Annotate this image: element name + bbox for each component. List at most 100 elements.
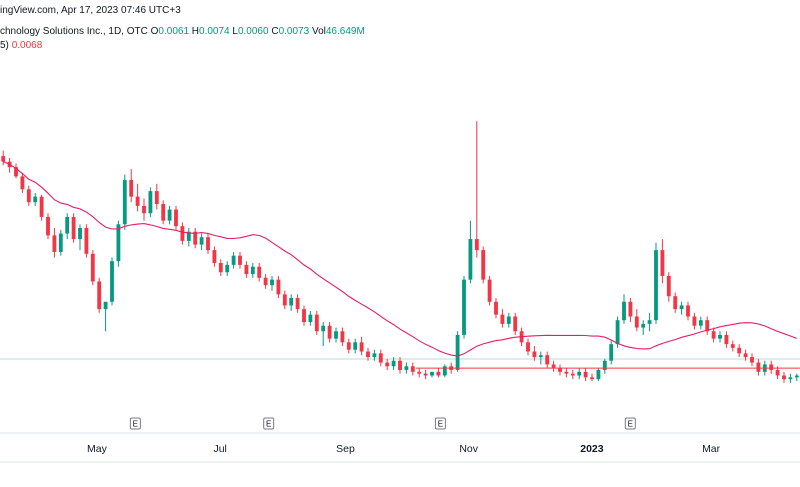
candle-body: [577, 371, 582, 376]
candle: [788, 373, 793, 383]
candle-body: [455, 334, 460, 370]
candle-body: [110, 261, 114, 302]
candle-body: [468, 239, 473, 280]
candle: [174, 205, 178, 230]
candle: [487, 275, 492, 306]
candle-body: [775, 369, 780, 376]
ma-legend-line: 5) 0.0068: [0, 40, 42, 51]
candle-body: [398, 360, 402, 370]
candle: [730, 340, 735, 352]
candle-body: [225, 264, 230, 273]
candle-body: [103, 301, 108, 310]
candle: [366, 347, 370, 361]
candle-body: [442, 366, 447, 376]
candle-body: [346, 342, 351, 350]
candle: [494, 298, 498, 319]
candle-body: [481, 250, 486, 280]
candle: [654, 242, 658, 324]
candle: [558, 364, 562, 376]
candle-body: [596, 369, 601, 380]
candle: [346, 338, 351, 354]
earnings-marker[interactable]: E: [129, 417, 141, 430]
candle-body: [340, 331, 345, 343]
candle: [423, 369, 428, 380]
candle-body: [692, 316, 697, 326]
candle: [33, 192, 38, 206]
candle: [1, 150, 6, 166]
candle: [615, 316, 620, 348]
earnings-marker[interactable]: E: [624, 417, 636, 430]
candle: [660, 239, 665, 284]
candle-body: [90, 253, 95, 282]
candle: [161, 200, 166, 225]
candle-body: [180, 226, 185, 241]
candle-body: [148, 191, 153, 214]
candle-body: [647, 320, 652, 324]
candle: [78, 224, 82, 251]
candle-body: [244, 264, 249, 275]
candle: [250, 263, 255, 278]
candle: [481, 246, 486, 284]
candle-body: [513, 316, 518, 332]
candle-body: [538, 355, 543, 358]
candle-body: [276, 279, 281, 295]
candle-body: [410, 366, 415, 372]
candle: [26, 185, 31, 206]
candle: [782, 371, 786, 383]
x-tick-label: Mar: [702, 443, 721, 455]
candle: [218, 259, 223, 276]
candle: [570, 369, 575, 380]
candle-body: [654, 250, 658, 321]
candle-body: [494, 301, 498, 315]
earnings-marker-label: E: [628, 420, 633, 429]
candle-body: [641, 323, 646, 328]
candle: [634, 309, 639, 332]
candle-body: [602, 360, 607, 370]
candle-body: [558, 368, 562, 372]
moving-average-line: [2, 161, 797, 357]
candle: [647, 312, 652, 332]
candle: [282, 290, 287, 310]
candle-body: [263, 277, 268, 286]
candle: [103, 301, 108, 332]
candle: [410, 362, 415, 376]
candle: [238, 251, 242, 269]
candle: [564, 368, 569, 378]
candle: [698, 316, 703, 330]
candle-body: [615, 320, 620, 345]
candle-body: [609, 344, 614, 361]
candle-body: [711, 331, 716, 339]
candle: [244, 261, 249, 278]
candle-body: [282, 294, 287, 306]
candle-body: [14, 167, 18, 177]
candle-body: [257, 266, 262, 278]
candle: [334, 327, 338, 343]
candle: [206, 233, 210, 254]
candle: [686, 301, 690, 321]
candle: [462, 275, 466, 339]
candle: [737, 344, 742, 358]
earnings-marker[interactable]: E: [434, 417, 446, 430]
candle-body: [359, 342, 364, 352]
candle-body: [52, 235, 57, 252]
candle: [577, 368, 582, 380]
candle-body: [33, 196, 38, 203]
candle: [148, 187, 153, 217]
candle: [199, 233, 204, 251]
candle-body: [39, 196, 44, 217]
x-tick-label: Jul: [213, 443, 226, 455]
candle-body: [660, 250, 665, 276]
candle: [14, 163, 18, 179]
open-label: O: [150, 26, 159, 37]
candle: [532, 346, 537, 361]
candle-body: [404, 366, 409, 370]
candle-body: [308, 314, 313, 323]
candle: [417, 368, 422, 378]
candle-body: [430, 371, 434, 376]
earnings-marker-label: E: [266, 420, 271, 429]
candle-body: [154, 191, 159, 205]
candle: [257, 263, 262, 282]
candle-body: [737, 347, 742, 354]
earnings-marker[interactable]: E: [263, 417, 275, 430]
